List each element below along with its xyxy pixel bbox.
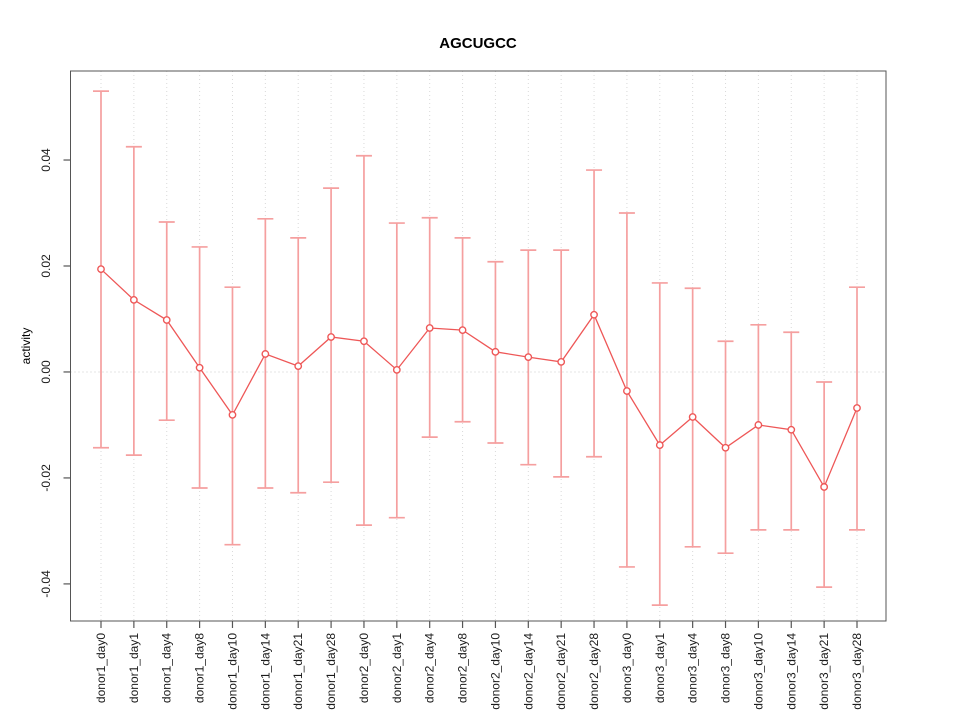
x-tick-label: donor1_day1 (127, 633, 141, 703)
data-point-donor3_day10 (754, 421, 763, 429)
data-point-donor2_day0 (360, 337, 368, 346)
data-point-donor1_day4 (162, 316, 171, 324)
series-line (100, 268, 858, 489)
x-tick-label: donor2_day8 (456, 633, 470, 703)
data-point-donor1_day14 (261, 350, 270, 358)
x-tick-label: donor3_day21 (817, 633, 831, 710)
x-tick-label: donor3_day10 (751, 633, 765, 710)
data-point-donor1_day1 (129, 296, 138, 304)
gridlines (70, 71, 886, 621)
data-point-donor3_day28 (853, 404, 861, 412)
data-point-donor2_day8 (458, 326, 467, 335)
y-tick-label: 0.00 (39, 360, 53, 384)
y-tick-label: 0.04 (39, 148, 53, 172)
data-point-donor1_day0 (97, 265, 105, 274)
data-point-donor2_day4 (425, 324, 434, 332)
x-tick-label: donor2_day0 (357, 633, 371, 703)
y-axis-title: activity (19, 328, 33, 365)
x-tick-label: donor3_day8 (719, 633, 733, 703)
chart-title: AGCUGCC (439, 35, 517, 52)
axes: -0.04 -0.02 0.00 0.02 0.04 donor1_day0 donor1_… (39, 148, 864, 710)
data-point-donor3_day1 (655, 441, 664, 449)
y-tick-label: 0.02 (39, 254, 53, 278)
data-series (97, 265, 861, 491)
x-tick-label: donor2_day4 (423, 633, 437, 703)
data-point-donor3_day21 (820, 483, 829, 491)
data-point-donor3_day8 (721, 443, 730, 452)
x-tick-label: donor3_day4 (686, 633, 700, 703)
x-tick-label: donor2_day1 (390, 633, 404, 703)
data-point-donor2_day1 (392, 365, 401, 374)
data-point-donor2_day28 (590, 310, 598, 319)
data-point-donor3_day14 (787, 425, 796, 434)
x-tick-label: donor1_day28 (324, 633, 338, 710)
data-point-donor2_day14 (524, 353, 533, 362)
x-tick-label: donor2_day21 (554, 633, 568, 710)
x-tick-label: donor1_day0 (94, 633, 108, 703)
x-tick-label: donor2_day14 (521, 633, 535, 710)
x-tick-label: donor1_day21 (291, 633, 305, 710)
data-point-donor3_day0 (623, 387, 631, 395)
x-tick-label: donor3_day14 (784, 633, 798, 710)
data-point-donor1_day10 (228, 410, 237, 419)
x-tick-label: donor2_day10 (488, 633, 502, 710)
x-tick-label: donor3_day28 (850, 633, 864, 710)
x-tick-label: donor2_day28 (587, 633, 601, 710)
y-tick-label: -0.04 (39, 570, 53, 598)
x-tick-label: donor1_day14 (258, 633, 272, 710)
data-point-donor3_day4 (688, 413, 697, 421)
x-tick-label: donor3_day0 (620, 633, 634, 703)
data-point-donor2_day10 (491, 347, 500, 356)
data-point-donor1_day28 (327, 333, 335, 341)
x-tick-label: donor1_day8 (193, 633, 207, 703)
data-point-donor1_day21 (294, 362, 303, 371)
x-tick-label: donor3_day1 (653, 633, 667, 703)
data-point-donor1_day8 (195, 363, 204, 372)
plot-border (70, 70, 887, 622)
error-bars (93, 90, 866, 606)
x-tick-label: donor1_day4 (160, 633, 174, 703)
data-point-donor2_day21 (557, 357, 566, 366)
x-tick-label: donor1_day10 (225, 633, 239, 710)
y-tick-label: -0.02 (39, 464, 53, 492)
